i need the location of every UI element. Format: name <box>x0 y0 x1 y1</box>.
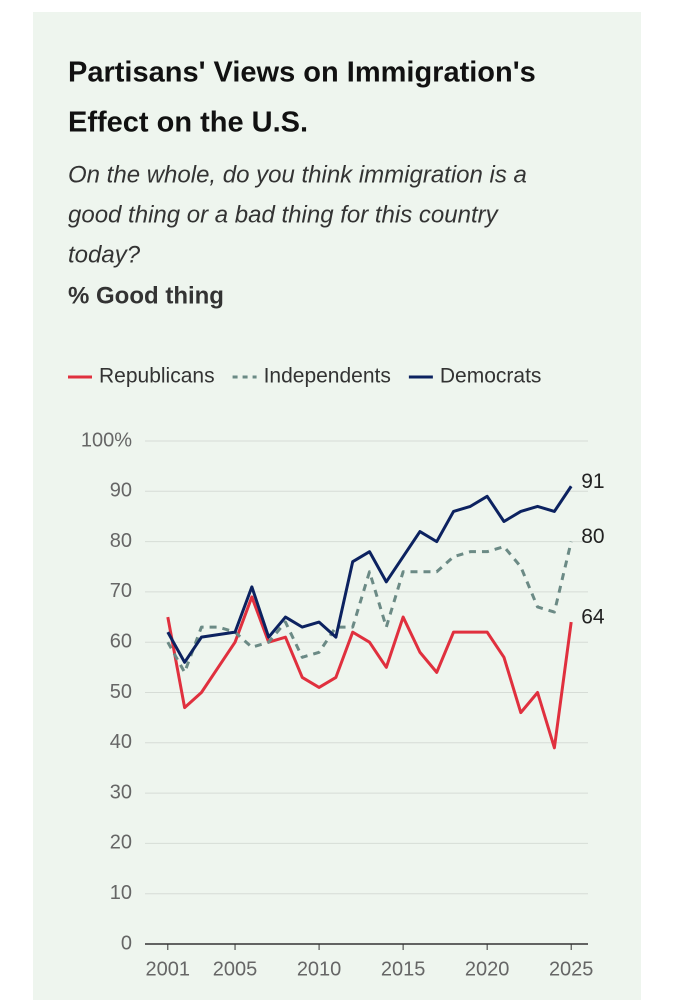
y-tick-label: 90 <box>110 480 132 502</box>
series-line <box>166 485 573 664</box>
chart-title-line: Partisans' Views on Immigration's <box>68 57 536 89</box>
legend-label: Republicans <box>99 365 215 388</box>
y-tick-label: 60 <box>110 630 132 652</box>
y-axis-label: % Good thing <box>68 282 224 309</box>
subtitle-line: On the whole, do you think immigration i… <box>68 161 527 188</box>
y-tick-label: 0 <box>121 932 132 954</box>
legend-label: Democrats <box>440 365 542 388</box>
x-tick-label: 2020 <box>465 958 510 980</box>
series-line <box>166 595 573 750</box>
y-tick-label: 40 <box>110 731 132 753</box>
end-value-label: 80 <box>581 525 604 548</box>
y-tick-label: 80 <box>110 530 132 552</box>
y-tick-label: 10 <box>110 882 132 904</box>
end-value-label: 64 <box>581 606 605 629</box>
x-tick-label: 2001 <box>146 958 191 980</box>
legend-label: Independents <box>264 365 391 388</box>
x-tick-label: 2005 <box>213 958 258 980</box>
x-tick-label: 2015 <box>381 958 426 980</box>
y-tick-label: 100% <box>81 429 132 451</box>
y-tick-label: 50 <box>110 681 132 703</box>
x-tick-label: 2025 <box>549 958 594 980</box>
y-tick-label: 30 <box>110 781 132 803</box>
y-tick-label: 20 <box>110 832 132 854</box>
chart-title-line: Effect on the U.S. <box>68 107 308 139</box>
subtitle-line: today? <box>68 241 141 268</box>
end-value-label: 91 <box>581 470 604 493</box>
x-tick-label: 2010 <box>297 958 342 980</box>
y-tick-label: 70 <box>110 580 132 602</box>
subtitle-line: good thing or a bad thing for this count… <box>68 201 500 228</box>
